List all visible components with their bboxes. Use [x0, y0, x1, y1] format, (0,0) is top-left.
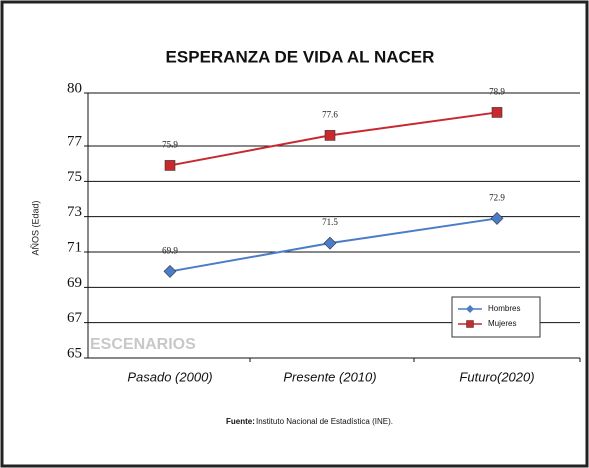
x-tick-label: Pasado (2000)	[127, 369, 212, 384]
legend-marker	[466, 305, 474, 313]
y-tick-label: 67	[67, 310, 83, 326]
marker	[324, 130, 336, 141]
marker	[491, 107, 503, 118]
source-label: Fuente:	[226, 417, 255, 426]
data-label: 78.9	[489, 86, 505, 96]
y-tick-label: 71	[67, 239, 82, 255]
legend-label: Mujeres	[488, 319, 516, 328]
data-label: 71.5	[322, 217, 338, 227]
y-tick-label: 69	[67, 275, 82, 291]
marker	[164, 160, 176, 171]
marker	[323, 236, 337, 250]
data-label: 69.9	[162, 245, 178, 255]
source: Instituto Nacional de Estadística (INE).	[256, 417, 393, 426]
chart-title: ESPERANZA DE VIDA AL NACER	[166, 47, 435, 66]
data-label: 72.9	[489, 192, 505, 202]
y-tick-label: 80	[67, 80, 82, 96]
x-tick-label: Presente (2010)	[283, 369, 376, 384]
legend-marker	[466, 320, 474, 328]
marker	[163, 265, 177, 278]
y-tick-label: 73	[67, 204, 82, 220]
legend-box	[451, 296, 541, 338]
data-label: 77.6	[322, 109, 338, 119]
x-tick-label: Futuro(2020)	[459, 369, 534, 384]
y-axis-label: AÑOS (Edad)	[30, 200, 40, 255]
data-label: 75.9	[162, 139, 178, 149]
y-tick-label: 77	[67, 133, 83, 149]
marker	[490, 212, 504, 225]
watermark: ESCENARIOS	[90, 336, 196, 353]
y-tick-label: 65	[67, 345, 82, 361]
y-tick-label: 75	[67, 169, 82, 185]
legend-label: Hombres	[488, 304, 520, 313]
